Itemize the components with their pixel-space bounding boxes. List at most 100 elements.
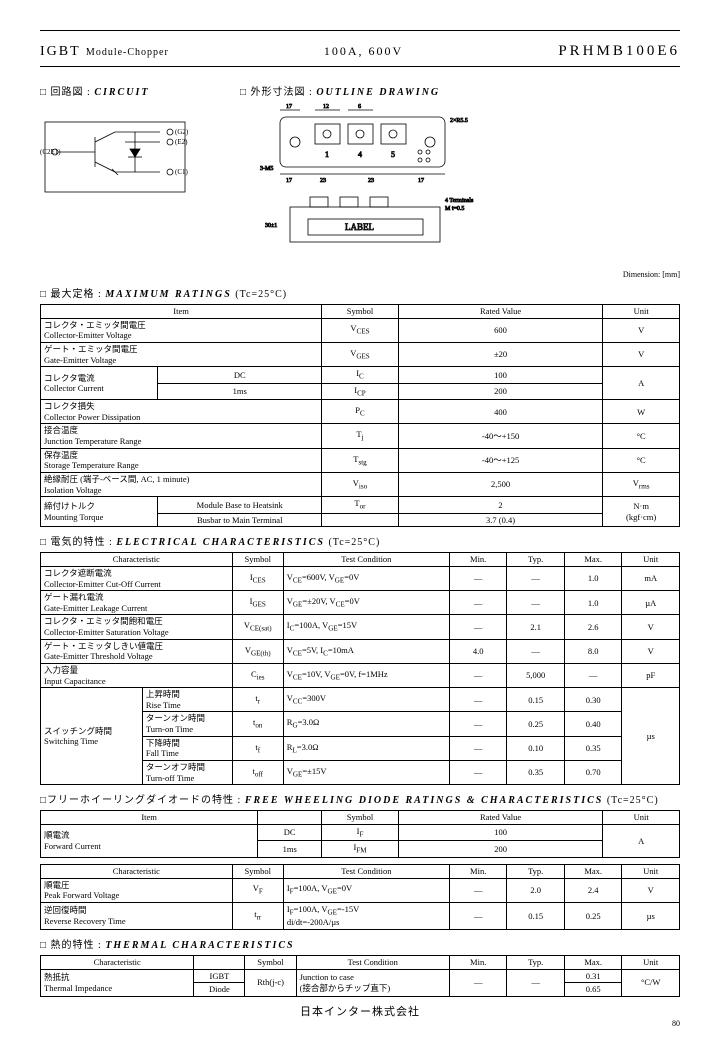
col-item: Item xyxy=(41,305,322,319)
thermal-en: THERMAL CHARACTERISTICS xyxy=(105,940,294,951)
cell-cond: IF=100A, VGE=-15Vdi/dt=-200A/µs xyxy=(283,902,449,929)
svg-text:23: 23 xyxy=(368,178,374,184)
cell-item: コレクタ・エミッタ間電圧Collector-Emitter Voltage xyxy=(41,318,322,342)
cell-sym xyxy=(322,513,399,527)
col-max: Max. xyxy=(564,955,622,969)
cell-unit: V xyxy=(622,615,680,639)
col-max: Max. xyxy=(564,864,622,878)
cell-sym: IC xyxy=(322,367,399,384)
col-char: Characteristic xyxy=(41,955,194,969)
cell-sym: Tstg xyxy=(322,448,399,472)
svg-text:30±1: 30±1 xyxy=(265,223,277,229)
cell-max: 8.0 xyxy=(564,639,622,663)
cell-sym: VF xyxy=(232,878,283,902)
cell-min: ― xyxy=(449,591,507,615)
cell-cond: IC=100A, VGE=15V xyxy=(283,615,449,639)
cell-typ: 0.10 xyxy=(507,736,565,760)
svg-text:3-M5: 3-M5 xyxy=(260,166,273,172)
cell-min: ― xyxy=(449,712,507,736)
cell-max: 2.4 xyxy=(564,878,622,902)
svg-text:2×R5.5: 2×R5.5 xyxy=(450,118,468,124)
cell-sym: ICES xyxy=(232,566,283,590)
cell-cond: RL=3.0Ω xyxy=(283,736,449,760)
svg-text:5: 5 xyxy=(391,150,395,159)
table-row: コレクタ・エミッタ間電圧Collector-Emitter Voltage VC… xyxy=(41,318,680,342)
cell-typ: ― xyxy=(507,591,565,615)
cell-sub: Module Base to Heatsink xyxy=(158,497,322,514)
cell-sym: Tj xyxy=(322,424,399,448)
col-sub xyxy=(194,955,245,969)
col-unit: Unit xyxy=(603,305,680,319)
cell-unit: mA xyxy=(622,566,680,590)
dimension-note: Dimension: [mm] xyxy=(40,270,680,279)
cell-min: ― xyxy=(449,688,507,712)
cell-item: 保存温度Storage Temperature Range xyxy=(41,448,322,472)
col-typ: Typ. xyxy=(507,553,565,567)
col-sym: Symbol xyxy=(232,864,283,878)
cell-typ: ― xyxy=(507,969,565,996)
cell-sw-label: スイッチング時間Switching Time xyxy=(41,688,143,785)
cell-cond: VCE=5V, IC=10mA xyxy=(283,639,449,663)
circuit-section: □ 回路図 : CIRCUIT xyxy=(40,77,210,262)
cell-sw-sub: ターンオフ時間Turn-off Time xyxy=(142,760,232,784)
cell-typ: 2.0 xyxy=(507,878,565,902)
table-row: 絶縁耐圧 (端子-ベース間, AC, 1 minute)Isolation Vo… xyxy=(41,472,680,496)
circuit-diagram: (C2E1) (G2) (E2) (C1) xyxy=(40,102,210,202)
table-row: 順電圧Peak Forward Voltage VF IF=100A, VGE=… xyxy=(41,878,680,902)
elec-en: ELECTRICAL CHARACTERISTICS xyxy=(116,537,325,548)
table-row: ゲート・エミッタしきい値電圧Gate-Emitter Threshold Vol… xyxy=(41,639,680,663)
diode-cond: (Tc=25°C) xyxy=(607,795,659,806)
diode-en: FREE WHEELING DIODE RATINGS & CHARACTERI… xyxy=(245,795,604,806)
cell-min: ― xyxy=(449,902,507,929)
cell-val: 600 xyxy=(398,318,602,342)
table-row: 逆回復時間Reverse Recovery Time trr IF=100A, … xyxy=(41,902,680,929)
cell-sym: tf xyxy=(232,736,283,760)
table-row: コレクタ損失Collector Power Dissipation PC 400… xyxy=(41,400,680,424)
max-cond: (Tc=25°C) xyxy=(235,289,287,300)
cell-item: 入力容量Input Capacitance xyxy=(41,663,233,687)
cell-sub: 1ms xyxy=(258,841,322,858)
elec-label: □ 電気的特性 : ELECTRICAL CHARACTERISTICS (Tc… xyxy=(40,533,680,548)
cell-unit: A xyxy=(603,367,680,400)
cell-val: 100 xyxy=(398,824,602,841)
cell-item: ゲート・エミッタしきい値電圧Gate-Emitter Threshold Vol… xyxy=(41,639,233,663)
col-sym: Symbol xyxy=(245,955,296,969)
cell-val: 3.7 (0.4) xyxy=(398,513,602,527)
cell-val: 100 xyxy=(398,367,602,384)
cell-cond: VCC=300V xyxy=(283,688,449,712)
svg-text:4 Terminals: 4 Terminals xyxy=(445,198,474,204)
cell-typ: 0.35 xyxy=(507,760,565,784)
cell-sub: DC xyxy=(158,367,322,384)
table-header-row: Characteristic Symbol Test Condition Min… xyxy=(41,864,680,878)
table-row: コレクタ電流Collector Current DC IC 100 A xyxy=(41,367,680,384)
diode-char-table: Characteristic Symbol Test Condition Min… xyxy=(40,864,680,930)
cell-unit: V xyxy=(603,318,680,342)
cell-typ: 0.15 xyxy=(507,902,565,929)
cell-sw-sub: ターンオン時間Turn-on Time xyxy=(142,712,232,736)
cell-sym: ICP xyxy=(322,383,399,400)
circuit-svg: (C2E1) (G2) (E2) (C1) xyxy=(40,102,210,202)
svg-text:17: 17 xyxy=(286,104,292,110)
cell-sub: Busbar to Main Terminal xyxy=(158,513,322,527)
cell-cond: VGE=±15V xyxy=(283,760,449,784)
table-row: 接合温度Junction Temperature Range Tj -40～+1… xyxy=(41,424,680,448)
cell-max: 0.35 xyxy=(564,736,622,760)
cell-unit: V xyxy=(622,878,680,902)
term-e2: (E2) xyxy=(175,138,188,146)
table-header-row: Characteristic Symbol Test Condition Min… xyxy=(41,955,680,969)
cell-sym: IGES xyxy=(232,591,283,615)
cell-typ: 2.1 xyxy=(507,615,565,639)
table-row: 保存温度Storage Temperature Range Tstg -40～+… xyxy=(41,448,680,472)
cell-sub: IGBT xyxy=(194,969,245,983)
max-ratings-table: Item Symbol Rated Value Unit コレクタ・エミッタ間電… xyxy=(40,304,680,527)
cell-unit: V xyxy=(622,639,680,663)
outline-en: OUTLINE DRAWING xyxy=(316,87,440,98)
cell-max: 0.40 xyxy=(564,712,622,736)
cell-sym: trr xyxy=(232,902,283,929)
col-item: Item xyxy=(41,811,258,825)
table-header-row: Item Symbol Rated Value Unit xyxy=(41,305,680,319)
cell-sym: IF xyxy=(322,824,399,841)
cell-sym: VCES xyxy=(322,318,399,342)
table-row: 締付けトルクMounting Torque Module Base to Hea… xyxy=(41,497,680,514)
cell-item: 接合温度Junction Temperature Range xyxy=(41,424,322,448)
